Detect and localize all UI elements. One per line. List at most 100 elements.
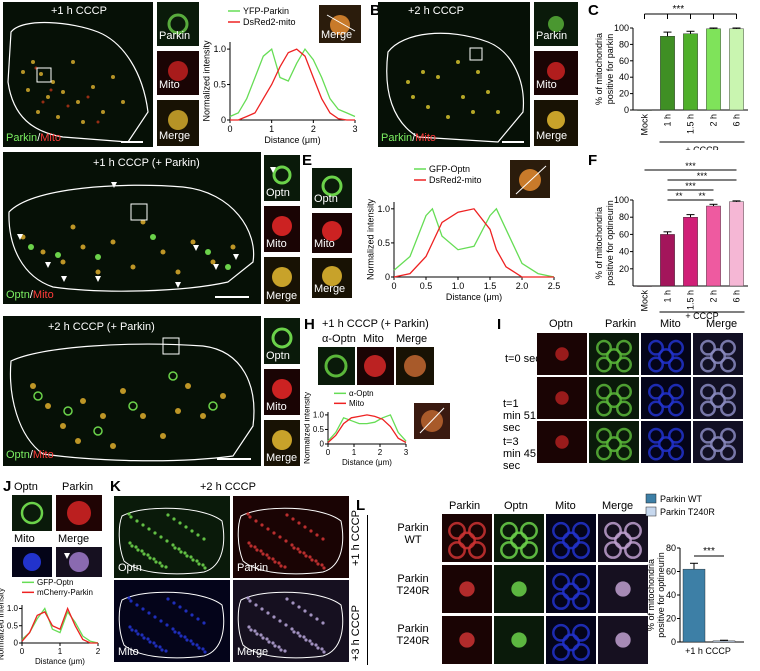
panel-h-img-optn <box>318 347 355 385</box>
panel-d-cell-outline <box>8 182 255 292</box>
panel-h-col-mito: Mito <box>363 333 384 345</box>
panel-k-label: Optn <box>118 562 142 574</box>
panel-a-legend: Parkin/Mito <box>6 132 62 144</box>
x-tick-label: 3 <box>404 448 409 457</box>
panel-j-img-optn <box>12 495 52 531</box>
y-tick-label: 80 <box>619 212 629 222</box>
panel-k-merge-image: Merge <box>233 580 349 662</box>
category-label: Mock <box>640 114 650 136</box>
bar-1 <box>660 234 675 287</box>
panel-c-bar-chart: 0 20 40 60 80 100 Mock 1 h 1.5 h 2 h 6 h % of mitoc… <box>594 4 748 150</box>
category-label: 1.5 h <box>686 290 696 310</box>
panel-i-row-0: t=0 sec <box>505 353 541 365</box>
panel-b-cell-outline <box>386 32 525 143</box>
category-label: 1 h <box>663 114 673 127</box>
series-line-1 <box>230 48 355 121</box>
panel-l-row-divider <box>367 515 368 665</box>
x-axis-label: +1 h CCCP <box>685 646 731 656</box>
series-line-1 <box>327 414 407 444</box>
panel-c-letter: C <box>588 2 599 19</box>
panel-i-tile <box>589 421 639 463</box>
panel-k-label: Mito <box>118 646 139 658</box>
panel-l-tile <box>494 565 544 613</box>
legend-label: YFP-Parkin <box>243 6 289 16</box>
inset-label-parkin: Parkin <box>536 30 568 42</box>
panel-a-inset-parkin: Parkin <box>157 2 199 46</box>
panel-a-inset-merge: Merge <box>157 100 199 146</box>
inset-label-merge: Merge <box>314 283 346 295</box>
inset-label-mito: Mito <box>314 238 335 250</box>
panel-l-tile <box>442 565 492 613</box>
x-axis-label: Distance (μm) <box>35 657 85 666</box>
x-tick-label: 1 <box>269 124 274 134</box>
x-tick-label: 0 <box>326 448 331 457</box>
panel-i-tile <box>641 377 691 419</box>
inset-label-merge: Merge <box>321 29 353 41</box>
panel-j-label-merge: Merge <box>58 533 90 545</box>
scale-bar <box>215 296 249 298</box>
panel-k-label: Parkin <box>237 562 269 574</box>
panel-l-tile <box>598 616 648 664</box>
panel-g-inset-optn: Optn <box>264 318 300 364</box>
y-tick-label: 0.5 <box>377 238 390 248</box>
y-tick-label: 0 <box>221 115 226 125</box>
bar-0 <box>682 568 706 643</box>
y-tick-label: 0 <box>624 105 629 115</box>
panel-a-main-image: +1 h CCCP Parkin/Mito <box>3 2 153 147</box>
x-axis-label: Distance (μm) <box>264 135 320 145</box>
bar-0 <box>637 285 652 287</box>
y-tick-label: 20 <box>666 614 676 624</box>
y-axis-label-2: positive for optineurin <box>605 200 615 286</box>
legend-optn: Optn <box>6 289 30 301</box>
panel-i-tile <box>641 421 691 463</box>
inset-label-merge: Merge <box>266 290 298 302</box>
legend-label: mCherry-Parkin <box>37 588 93 597</box>
y-tick-label: 0 <box>320 440 325 449</box>
panel-i-tile <box>641 333 691 375</box>
panel-l-letter: L <box>356 497 366 514</box>
y-axis-label: Normalized intensity <box>0 588 6 660</box>
panel-l-tile <box>546 514 596 562</box>
inset-label-merge: Merge <box>536 130 568 142</box>
panel-d-inset-mito: Mito <box>264 206 300 252</box>
panel-g-main-image: +2 h CCCP (+ Parkin) Optn/Mito <box>3 316 261 466</box>
panel-i-col-parkin: Parkin <box>605 318 637 330</box>
line-scan <box>515 165 547 195</box>
legend-label: DsRed2-mito <box>243 17 296 27</box>
bar-0 <box>637 109 652 111</box>
bar-3 <box>706 28 721 111</box>
panel-i-tile <box>537 377 587 419</box>
inset-label-optn: Optn <box>314 193 338 205</box>
y-tick-label: 1.0 <box>313 411 325 420</box>
y-tick-label: 60 <box>619 56 629 66</box>
panel-i-tile <box>537 333 587 375</box>
legend-optn: Optn <box>6 449 30 461</box>
panel-k-optn-image: Optn <box>114 496 230 578</box>
panel-h-letter: H <box>304 316 315 333</box>
y-tick-label: 100 <box>614 195 629 205</box>
bar-2 <box>683 33 698 111</box>
category-label: 6 h <box>732 114 742 127</box>
panel-l-tile <box>546 565 596 613</box>
sig-label: *** <box>703 546 715 557</box>
legend-swatch <box>645 506 657 517</box>
panel-b-legend: Parkin/Mito <box>381 132 437 144</box>
y-tick-label: 40 <box>666 590 676 600</box>
panel-i-row-1: t=1 min 51 sec <box>503 398 537 434</box>
legend-label: α-Optn <box>349 389 374 398</box>
legend-label: DsRed2-mito <box>429 175 482 185</box>
series-line-0 <box>393 207 555 278</box>
y-tick-label: 80 <box>666 543 676 553</box>
series-line-0 <box>327 414 407 442</box>
y-axis-label-2: positive for optineurin <box>656 552 666 638</box>
panel-g-title: +2 h CCCP (+ Parkin) <box>48 321 155 333</box>
y-tick-label: 0 <box>385 272 390 282</box>
x-tick-label: 1 <box>58 647 63 656</box>
legend-mito: Mito <box>32 289 54 301</box>
y-tick-label: 1.0 <box>213 44 226 54</box>
panel-i-tile <box>693 333 743 375</box>
panel-j-label-mito: Mito <box>14 533 35 545</box>
panel-j-img-mito <box>12 547 52 577</box>
sig-label: ** <box>698 191 706 201</box>
panel-e-inset-optn: Optn <box>312 168 352 208</box>
